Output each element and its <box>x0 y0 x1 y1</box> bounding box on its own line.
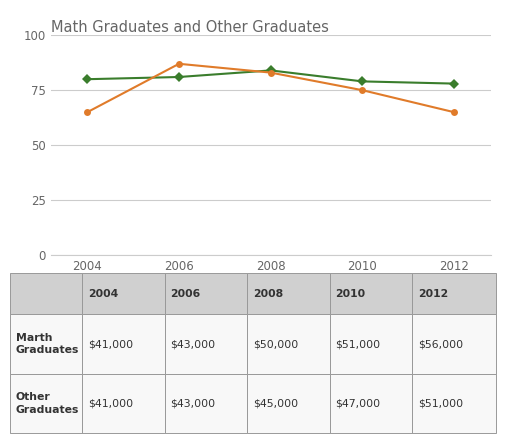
Bar <box>246 314 329 374</box>
Text: $41,000: $41,000 <box>88 399 133 408</box>
Text: $43,000: $43,000 <box>170 399 215 408</box>
Bar <box>412 374 495 433</box>
Bar <box>10 314 82 374</box>
Math Graduates <box>176 74 182 80</box>
Bar <box>82 314 164 374</box>
Text: $50,000: $50,000 <box>252 339 297 349</box>
Text: $45,000: $45,000 <box>252 399 297 408</box>
Bar <box>82 374 164 433</box>
Bar <box>329 374 412 433</box>
Bar <box>164 374 246 433</box>
Line: Other Graduates: Other Graduates <box>84 60 457 116</box>
Text: Other
Graduates: Other Graduates <box>16 392 79 414</box>
Math Graduates <box>267 68 273 73</box>
Bar <box>412 314 495 374</box>
Text: Math Graduates and Other Graduates: Math Graduates and Other Graduates <box>50 20 328 35</box>
Math Graduates <box>84 77 90 82</box>
Text: $51,000: $51,000 <box>335 339 380 349</box>
Bar <box>164 273 246 314</box>
Text: Marth
Graduates: Marth Graduates <box>16 333 79 355</box>
Other Graduates <box>267 70 273 75</box>
Other Graduates <box>176 61 182 66</box>
Bar <box>164 314 246 374</box>
Text: $56,000: $56,000 <box>417 339 463 349</box>
Bar <box>10 273 82 314</box>
Other Graduates <box>84 110 90 115</box>
Text: $51,000: $51,000 <box>417 399 463 408</box>
Bar <box>412 273 495 314</box>
Other Graduates <box>359 88 365 93</box>
Text: $43,000: $43,000 <box>170 339 215 349</box>
Other Graduates <box>450 110 457 115</box>
Bar <box>82 273 164 314</box>
Text: 2012: 2012 <box>417 289 447 299</box>
Text: $47,000: $47,000 <box>335 399 380 408</box>
Math Graduates <box>359 79 365 84</box>
Bar <box>246 273 329 314</box>
Text: 2008: 2008 <box>252 289 283 299</box>
Text: 2004: 2004 <box>88 289 118 299</box>
Line: Math Graduates: Math Graduates <box>84 67 457 87</box>
Bar <box>10 374 82 433</box>
Math Graduates <box>450 81 457 86</box>
Text: 2010: 2010 <box>335 289 365 299</box>
Text: $41,000: $41,000 <box>88 339 133 349</box>
Bar <box>246 374 329 433</box>
Bar <box>329 314 412 374</box>
Text: 2006: 2006 <box>170 289 200 299</box>
Bar <box>329 273 412 314</box>
